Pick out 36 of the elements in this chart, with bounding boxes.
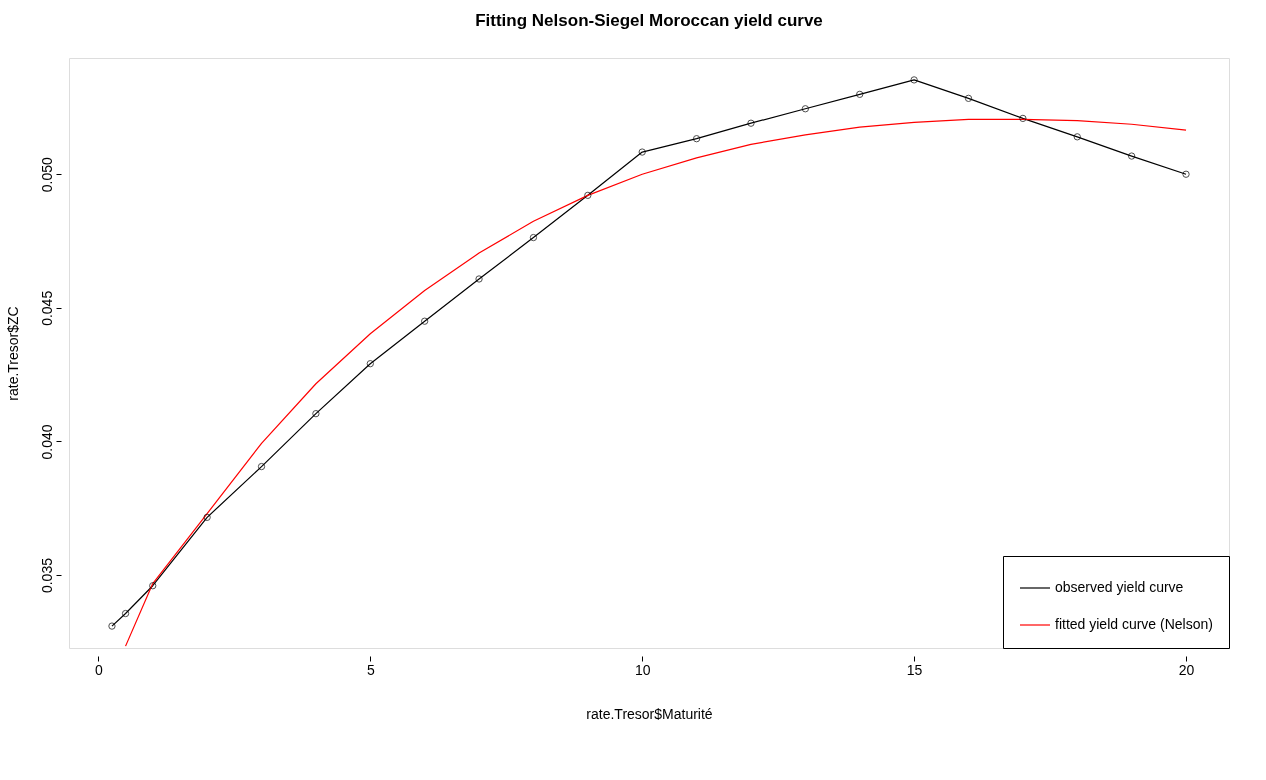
point (312, 410, 320, 418)
x-tick-label: 20 (1178, 661, 1195, 678)
point (584, 191, 592, 199)
y-tick-label: 0.050 (38, 157, 55, 193)
point (1073, 133, 1081, 141)
point (366, 360, 374, 368)
point (475, 275, 483, 283)
point (1019, 114, 1027, 123)
point (692, 135, 701, 143)
point (747, 119, 755, 127)
legend-label: observed yield curve (1055, 579, 1184, 595)
y-axis-title: rate.Tresor$ZC (4, 306, 21, 401)
x-axis-title: rate.Tresor$Maturité (586, 705, 713, 722)
chart-title: Fitting Nelson-Siegel Moroccan yield curve (475, 11, 823, 30)
y-tick-label: 0.045 (38, 290, 55, 326)
point (638, 148, 646, 156)
point (529, 233, 538, 242)
point (801, 105, 810, 113)
point (856, 90, 864, 98)
x-tick-label: 0 (94, 661, 103, 678)
point (121, 609, 130, 618)
x-tick-label: 15 (906, 661, 923, 678)
x-tick-label: 10 (634, 661, 651, 678)
y-tick-label: 0.035 (38, 557, 55, 594)
point (421, 317, 429, 325)
point (149, 582, 157, 590)
point (964, 94, 973, 102)
point (108, 622, 116, 630)
point (1182, 170, 1190, 178)
point (910, 76, 918, 84)
legend-label: fitted yield curve (Nelson) (1055, 616, 1213, 632)
y-tick-label: 0.040 (38, 424, 55, 460)
point (1127, 152, 1136, 160)
x-tick-label: 5 (366, 661, 375, 678)
point (203, 513, 211, 521)
point (257, 462, 266, 471)
